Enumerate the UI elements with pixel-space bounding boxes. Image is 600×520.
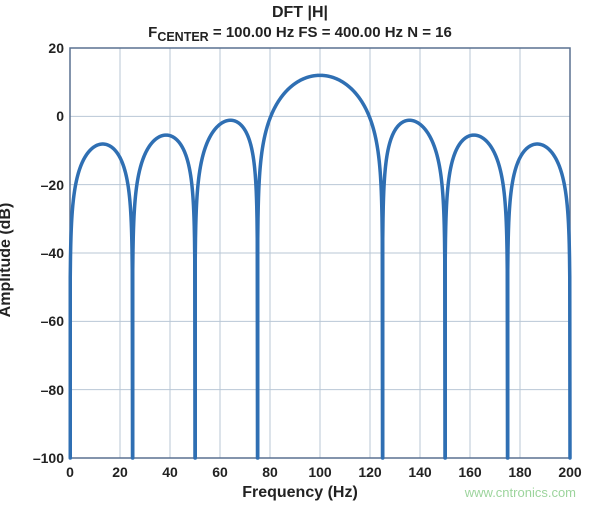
x-tick-label: 120 <box>350 464 390 480</box>
chart-container: DFT |H| FCENTER = 100.00 Hz FS = 400.00 … <box>0 0 600 520</box>
chart-title: DFT |H| <box>0 4 600 22</box>
x-tick-label: 20 <box>100 464 140 480</box>
x-tick-label: 180 <box>500 464 540 480</box>
x-tick-label: 140 <box>400 464 440 480</box>
y-tick-label: –60 <box>14 313 64 329</box>
x-tick-label: 40 <box>150 464 190 480</box>
x-tick-label: 60 <box>200 464 240 480</box>
x-tick-label: 80 <box>250 464 290 480</box>
x-tick-label: 200 <box>550 464 590 480</box>
x-tick-label: 160 <box>450 464 490 480</box>
subtitle-n-val: 16 <box>435 24 452 41</box>
plot-svg <box>0 0 600 520</box>
x-tick-label: 100 <box>300 464 340 480</box>
subtitle-fcenter-label: F <box>148 24 157 41</box>
chart-subtitle: FCENTER = 100.00 Hz FS = 400.00 Hz N = 1… <box>0 24 600 44</box>
y-axis-label: Amplitude (dB) <box>0 203 15 318</box>
y-tick-label: –80 <box>14 382 64 398</box>
subtitle-fcenter-val: 100.00 <box>226 24 272 41</box>
x-tick-label: 0 <box>50 464 90 480</box>
y-tick-label: 20 <box>14 40 64 56</box>
watermark-text: www.cntronics.com <box>465 485 576 500</box>
y-tick-label: –40 <box>14 245 64 261</box>
y-tick-label: 0 <box>14 108 64 124</box>
y-tick-label: –20 <box>14 177 64 193</box>
subtitle-fcenter-sub: CENTER <box>157 30 208 44</box>
subtitle-fs-val: 400.00 <box>335 24 381 41</box>
